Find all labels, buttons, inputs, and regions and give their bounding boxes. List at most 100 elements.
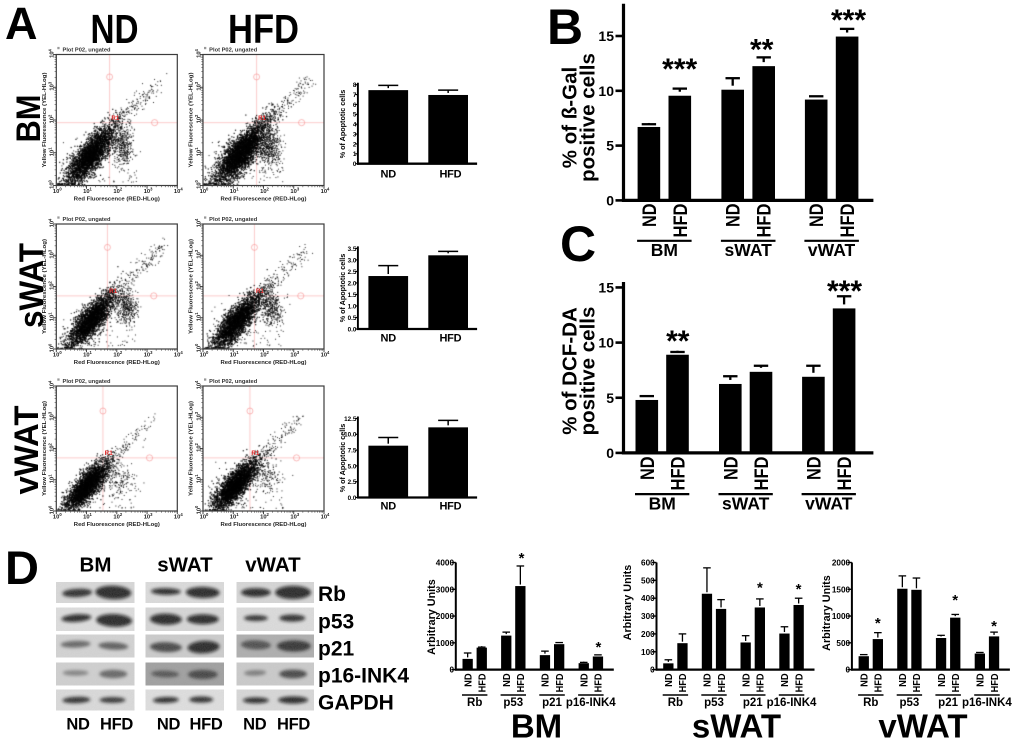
svg-text:p16-INK4: p16-INK4	[962, 697, 1012, 709]
svg-text:101: 101	[230, 350, 239, 358]
svg-text:HFD: HFD	[440, 169, 462, 181]
svg-text:103: 103	[144, 350, 153, 358]
svg-text:% of Apoptotic cells: % of Apoptotic cells	[338, 90, 347, 158]
svg-text:A: A	[5, 0, 38, 49]
svg-text:BM: BM	[511, 708, 562, 745]
svg-text:103: 103	[144, 512, 153, 520]
svg-text:p21: p21	[318, 638, 355, 661]
svg-text:p53: p53	[899, 697, 919, 709]
svg-text:ND: ND	[806, 204, 828, 228]
svg-text:101: 101	[194, 147, 202, 156]
svg-text:3.5: 3.5	[348, 246, 357, 253]
svg-text:ND: ND	[803, 457, 825, 481]
svg-text:BM: BM	[649, 494, 676, 514]
svg-text:sWAT: sWAT	[157, 554, 213, 577]
svg-text:10: 10	[598, 335, 614, 351]
svg-text:***: ***	[831, 4, 866, 37]
svg-text:104: 104	[47, 380, 55, 389]
svg-text:101: 101	[230, 187, 239, 195]
svg-text:104: 104	[194, 380, 202, 389]
svg-text:103: 103	[47, 411, 55, 420]
svg-text:HFD: HFD	[873, 673, 885, 692]
svg-text:HFD: HFD	[277, 716, 310, 734]
svg-text:ND: ND	[720, 457, 742, 481]
svg-text:0.5: 0.5	[348, 315, 357, 322]
svg-text:HFD: HFD	[593, 673, 605, 692]
svg-text:HFD: HFD	[189, 716, 222, 734]
svg-text:Plot P02, ungated: Plot P02, ungated	[63, 379, 112, 385]
svg-text:Plot P02, ungated: Plot P02, ungated	[63, 48, 112, 54]
svg-text:200: 200	[641, 630, 655, 639]
svg-text:HFD: HFD	[989, 673, 1001, 692]
svg-text:100: 100	[194, 179, 202, 188]
svg-text:HFD: HFD	[754, 204, 776, 238]
svg-text:103: 103	[290, 512, 299, 520]
svg-text:Arbitrary Units: Arbitrary Units	[821, 575, 833, 651]
svg-text:101: 101	[194, 312, 202, 321]
svg-text:p53: p53	[704, 697, 724, 709]
svg-text:600: 600	[641, 559, 655, 568]
svg-text:HFD: HFD	[440, 333, 462, 345]
svg-text:102: 102	[260, 512, 269, 520]
svg-text:Arbitrary Units: Arbitrary Units	[426, 579, 438, 655]
svg-text:*: *	[952, 592, 958, 609]
svg-text:1.0: 1.0	[348, 303, 357, 310]
svg-text:0: 0	[606, 192, 614, 208]
svg-text:3.0: 3.0	[348, 257, 357, 264]
svg-text:Red Fluorescence (RED-HLog): Red Fluorescence (RED-HLog)	[221, 522, 307, 528]
svg-text:p21: p21	[743, 697, 763, 709]
svg-text:100: 100	[47, 505, 55, 514]
svg-text:2.0: 2.0	[348, 280, 357, 287]
svg-text:HFD: HFD	[755, 673, 767, 692]
svg-text:sWAT: sWAT	[722, 494, 770, 514]
svg-text:% of Apoptotic cells: % of Apoptotic cells	[338, 424, 347, 492]
svg-text:4: 4	[353, 122, 357, 129]
svg-text:HFD: HFD	[911, 673, 923, 692]
svg-text:ND: ND	[897, 673, 909, 687]
svg-text:101: 101	[83, 512, 92, 520]
svg-text:2000: 2000	[436, 612, 455, 621]
svg-text:HFD: HFD	[554, 673, 566, 692]
svg-text:HFD: HFD	[100, 716, 133, 734]
svg-text:104: 104	[194, 218, 202, 227]
svg-text:vWAT: vWAT	[808, 240, 856, 260]
svg-text:HFD: HFD	[477, 673, 489, 692]
svg-text:100: 100	[200, 350, 209, 358]
svg-text:HFD: HFD	[793, 673, 805, 692]
svg-text:sWAT: sWAT	[13, 243, 51, 328]
svg-text:400: 400	[641, 594, 655, 603]
svg-text:500: 500	[641, 576, 655, 585]
svg-text:100: 100	[641, 648, 655, 657]
svg-text:6: 6	[353, 102, 357, 109]
svg-text:HFD: HFD	[834, 457, 856, 491]
svg-text:500: 500	[836, 639, 850, 648]
svg-text:ND: ND	[639, 204, 661, 228]
svg-text:101: 101	[47, 312, 55, 321]
svg-text:0: 0	[846, 666, 851, 675]
svg-text:104: 104	[321, 187, 330, 195]
svg-text:ND: ND	[462, 673, 474, 687]
svg-text:ND: ND	[381, 333, 397, 345]
svg-text:*: *	[875, 615, 881, 632]
svg-text:102: 102	[47, 280, 55, 289]
svg-text:101: 101	[48, 147, 56, 156]
svg-text:0.0: 0.0	[348, 495, 357, 502]
svg-text:3: 3	[353, 132, 357, 139]
svg-text:104: 104	[48, 218, 56, 227]
svg-text:Rb: Rb	[318, 583, 346, 606]
svg-text:p53: p53	[318, 611, 354, 634]
svg-text:102: 102	[113, 350, 122, 358]
svg-text:Rb: Rb	[863, 697, 878, 709]
svg-text:1.5: 1.5	[348, 292, 357, 299]
svg-text:102: 102	[260, 187, 269, 195]
svg-text:1000: 1000	[436, 639, 455, 648]
svg-text:5: 5	[606, 390, 614, 406]
svg-text:*: *	[595, 639, 601, 656]
svg-text:ND: ND	[243, 716, 267, 734]
svg-text:ND: ND	[663, 673, 675, 687]
svg-text:vWAT: vWAT	[8, 405, 46, 494]
svg-text:positive cells: positive cells	[577, 53, 600, 182]
svg-text:Rb: Rb	[668, 697, 683, 709]
svg-text:100: 100	[200, 187, 209, 195]
svg-text:HFD: HFD	[677, 673, 689, 692]
